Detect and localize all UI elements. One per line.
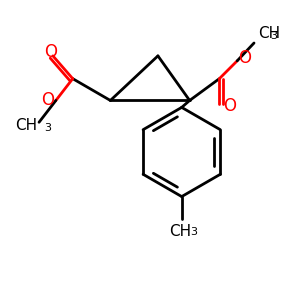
Text: 3: 3 xyxy=(270,31,277,41)
Text: CH: CH xyxy=(15,118,37,133)
Text: O: O xyxy=(223,98,236,116)
Text: O: O xyxy=(44,43,57,61)
Text: O: O xyxy=(41,92,55,110)
Text: O: O xyxy=(238,49,252,67)
Text: CH: CH xyxy=(258,26,280,40)
Text: 3: 3 xyxy=(44,123,51,133)
Text: CH: CH xyxy=(169,224,191,239)
Text: 3: 3 xyxy=(190,227,198,237)
